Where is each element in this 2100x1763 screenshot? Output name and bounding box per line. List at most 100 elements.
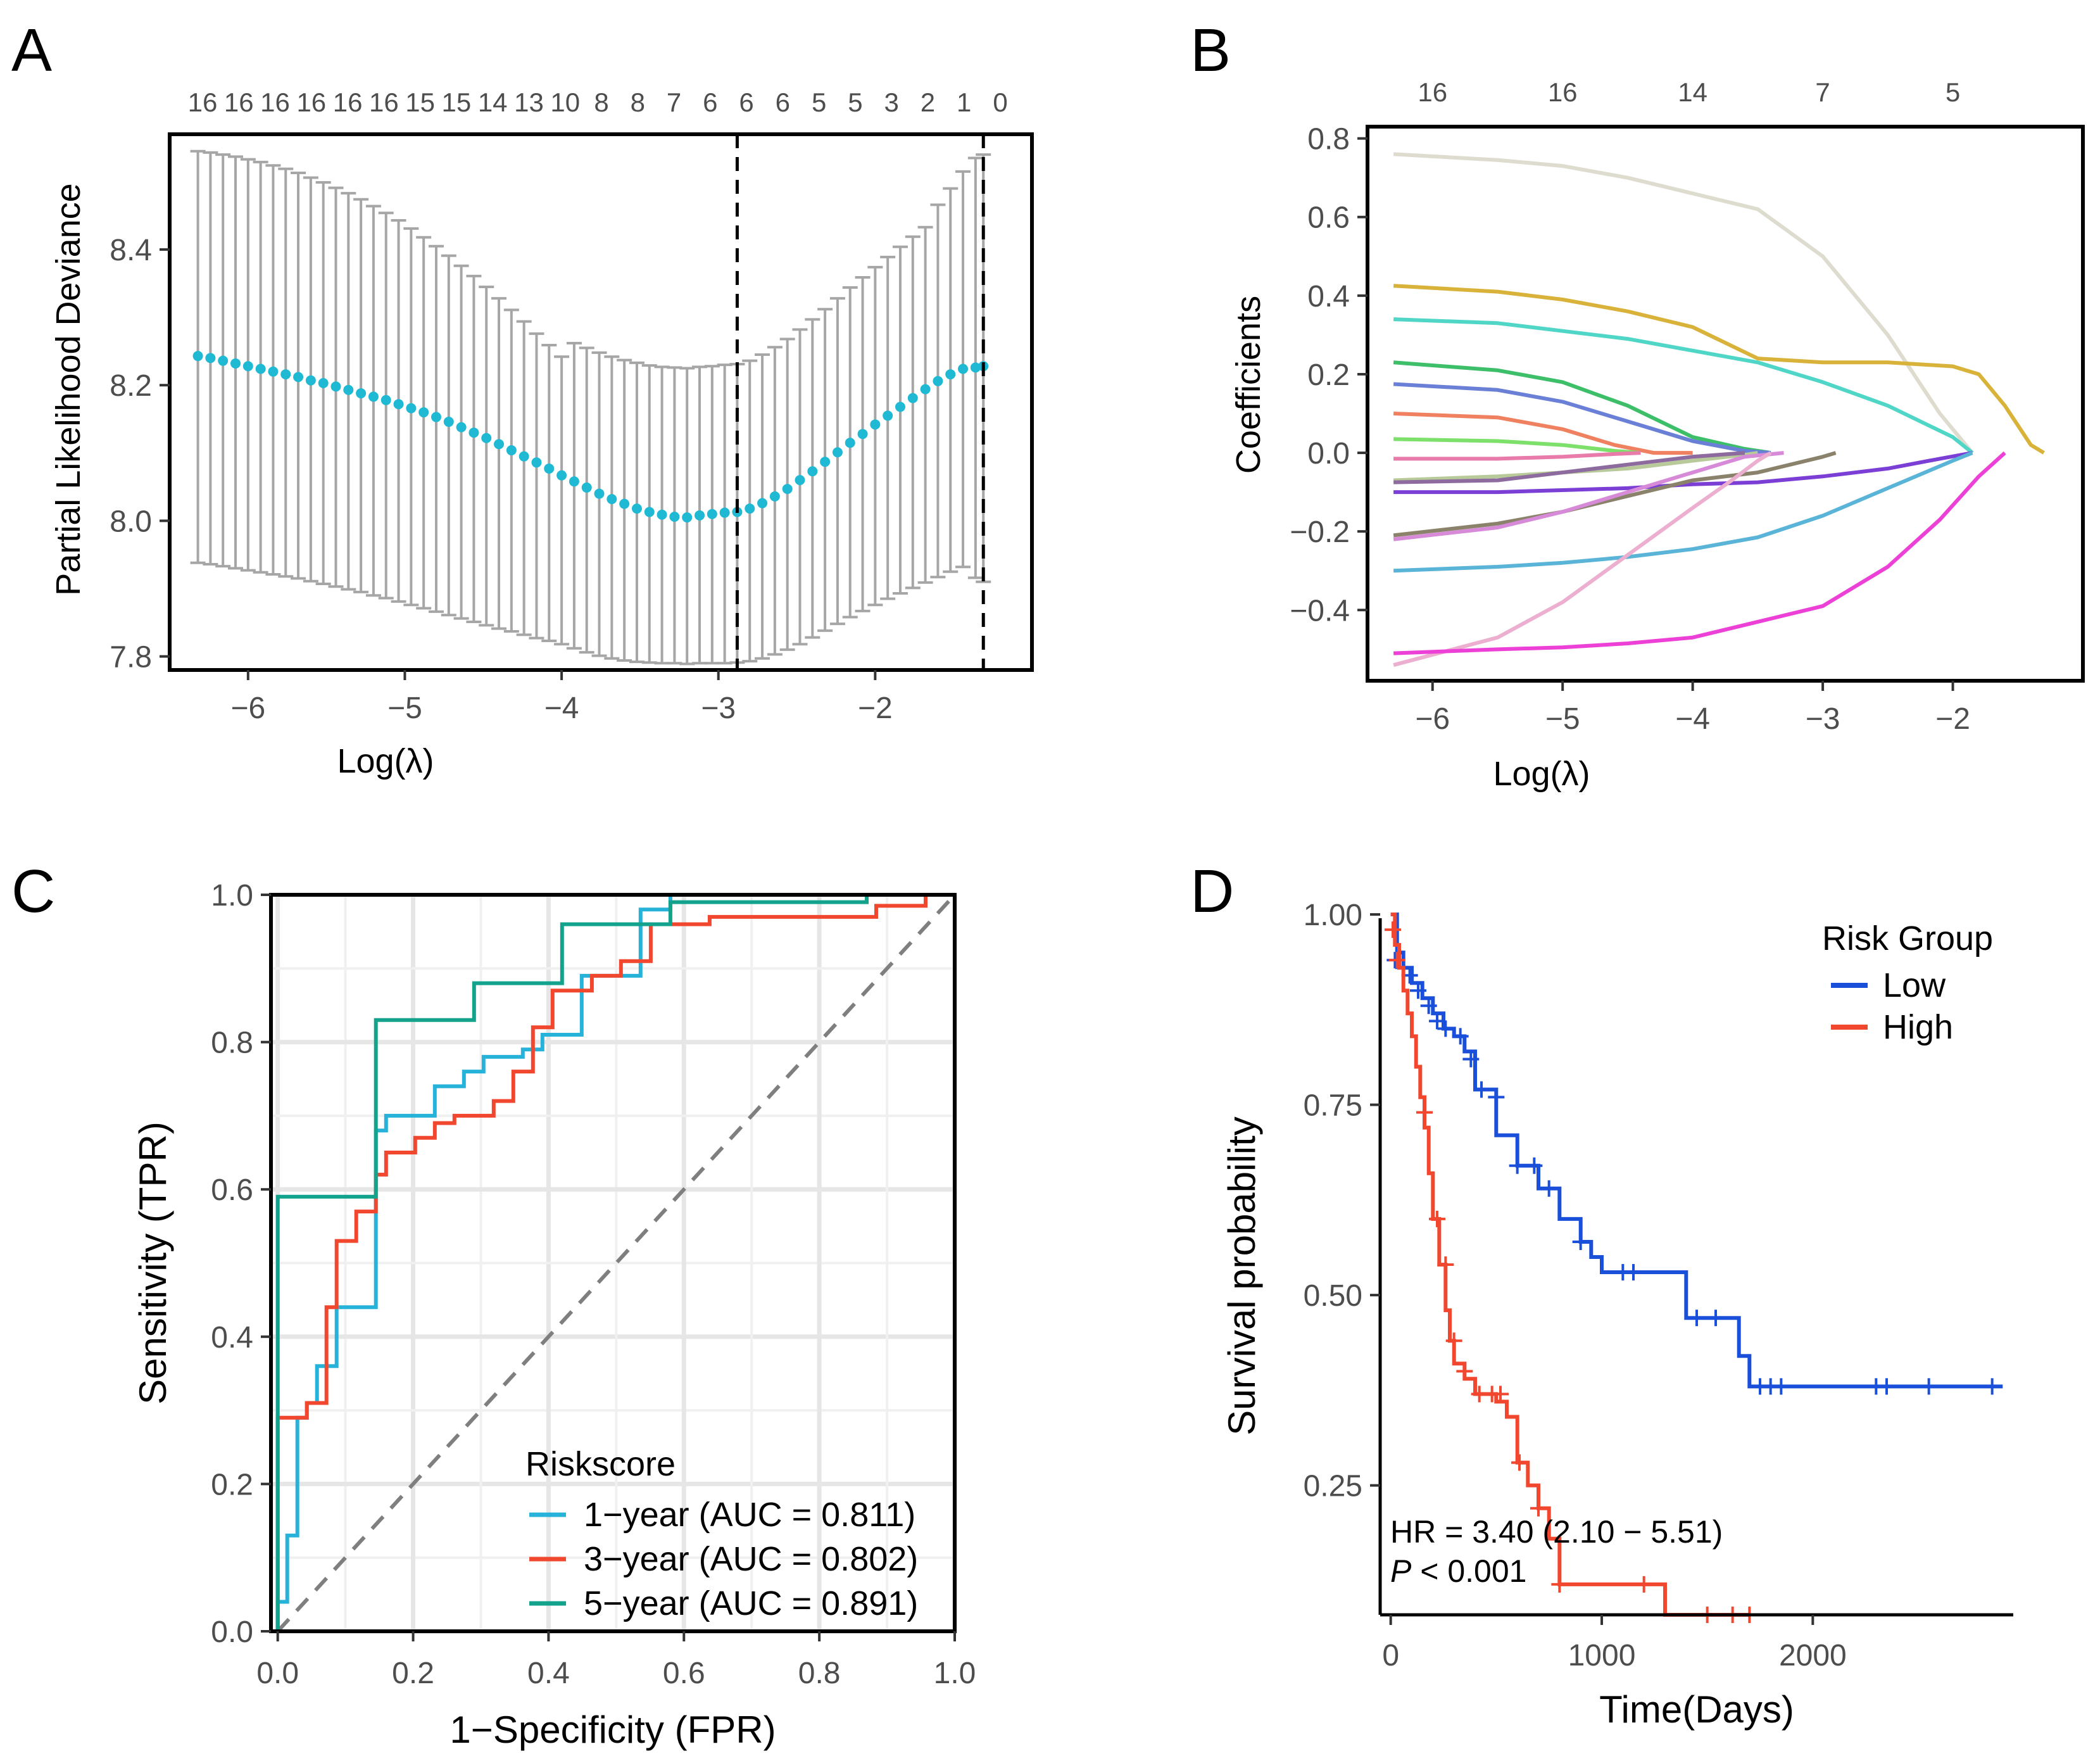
y-tick-label: 0.0 [1307, 437, 1350, 471]
legend-label-1-year: 1−year (AUC = 0.811) [584, 1496, 915, 1534]
cv-mean-point [356, 388, 367, 399]
roc-curve-5-year [275, 893, 955, 1631]
cv-mean-point [581, 482, 592, 493]
panel-label-d: D [1190, 857, 1234, 925]
cv-mean-point [380, 395, 391, 405]
x-tick-label: 0.0 [256, 1657, 299, 1690]
cv-mean-point [268, 366, 279, 377]
top-df-label: 1 [957, 87, 971, 117]
y-tick-label: 0.6 [211, 1173, 253, 1207]
cv-mean-point [418, 407, 429, 418]
x-tick-label: −4 [1675, 702, 1710, 736]
cv-mean-point [481, 433, 492, 443]
y-tick-label: 0.8 [1307, 123, 1350, 156]
x-tick-label: 0.2 [392, 1657, 434, 1690]
cv-mean-point [644, 507, 655, 517]
panel-c-x-label: 1−Specificity (FPR) [450, 1709, 776, 1751]
panel-d-x-ticks: 0 1000 2000 [1382, 1615, 1847, 1672]
legend-label-3-year: 3−year (AUC = 0.802) [584, 1540, 918, 1578]
cv-mean-point [456, 422, 467, 433]
panel-c-frame [269, 893, 957, 1633]
cv-mean-point [368, 391, 379, 402]
cv-mean-point [293, 372, 304, 382]
coefficient-path-gene16 [1393, 451, 2006, 655]
top-df-label: 16 [333, 87, 363, 117]
top-df-label: 13 [514, 87, 544, 117]
cv-mean-point [895, 401, 905, 412]
cv-mean-points [192, 351, 989, 523]
km-curve-low [1390, 913, 2003, 1389]
top-df-label: 16 [1418, 77, 1447, 107]
coefficient-path-gene15 [1393, 451, 1772, 667]
panel-b-y-ticks: −0.4 −0.2 0.0 0.2 0.4 0.6 0.8 [1290, 123, 1368, 628]
roc-curves [275, 893, 957, 1633]
top-df-label: 5 [848, 87, 862, 117]
coefficient-path-gene2 [1393, 284, 2045, 455]
x-tick-label: −4 [544, 692, 579, 725]
panel-a-x-ticks: −6 −5 −4 −3 −2 [230, 670, 893, 725]
panel-a-x-label: Log(λ) [337, 742, 434, 780]
cv-mean-point [870, 419, 881, 430]
cv-mean-point [569, 476, 579, 487]
cv-mean-point [406, 403, 417, 414]
cv-mean-point [719, 507, 730, 518]
panel-label-a: A [11, 16, 52, 84]
cv-mean-point [594, 488, 605, 499]
x-tick-label: −5 [1545, 702, 1580, 736]
top-df-label: 5 [812, 87, 826, 117]
cv-mean-point [468, 427, 479, 438]
panel-d-axes [1378, 918, 2013, 1617]
km-legend-title: Risk Group [1822, 919, 1993, 957]
x-tick-label: 1.0 [934, 1657, 976, 1690]
p-value-symbol: P [1390, 1553, 1412, 1589]
x-tick-label: 0 [1382, 1639, 1399, 1672]
coefficient-path-gene8 [1393, 451, 1641, 461]
cv-mean-point [506, 445, 517, 456]
x-tick-label: −2 [1935, 702, 1970, 736]
cv-mean-point [230, 358, 241, 369]
panel-c-y-label: Sensitivity (TPR) [132, 1122, 174, 1405]
top-df-label: 6 [776, 87, 790, 117]
top-df-label: 0 [993, 87, 1007, 117]
cv-mean-point [745, 503, 755, 514]
hazard-ratio-annotation: HR = 3.40 (2.10 − 5.51) [1390, 1514, 1723, 1550]
legend-label-high: High [1883, 1008, 1953, 1046]
panel-b-x-label: Log(λ) [1493, 755, 1590, 793]
panel-label-c: C [11, 857, 55, 925]
cv-mean-point [907, 393, 918, 403]
panel-label-b: B [1190, 16, 1231, 84]
cv-mean-point [945, 369, 956, 380]
cv-mean-point [255, 363, 266, 374]
cv-mean-point [192, 351, 203, 362]
panel-a-y-label: Partial Likelihood Deviance [49, 183, 87, 595]
cv-mean-point [205, 353, 216, 363]
top-df-label: 16 [224, 87, 254, 117]
y-tick-label: 0.0 [211, 1615, 253, 1649]
top-df-label: 7 [667, 87, 681, 117]
top-df-label: 6 [739, 87, 753, 117]
cv-mean-point [343, 384, 354, 395]
top-df-label: 15 [405, 87, 435, 117]
cv-mean-point [657, 509, 667, 520]
y-tick-label: 0.25 [1304, 1470, 1362, 1503]
x-tick-label: 0.4 [527, 1657, 570, 1690]
panel-a-top-ticks: 16 16 16 16 16 16 15 15 14 13 10 8 8 7 6 6 6 5 5 3 2 1 0 [188, 87, 1008, 117]
panel-c-x-ticks: 0.0 0.2 0.4 0.6 0.8 1.0 [256, 1631, 976, 1690]
x-tick-label: 0.8 [798, 1657, 841, 1690]
top-df-label: 16 [1548, 77, 1578, 107]
cv-mean-point [280, 369, 291, 380]
cv-mean-point [631, 503, 642, 514]
top-df-label: 15 [442, 87, 472, 117]
y-tick-label: −0.2 [1290, 515, 1350, 549]
x-tick-label: 1000 [1568, 1639, 1636, 1672]
cv-error-bars [190, 149, 991, 666]
y-tick-label: 0.4 [211, 1321, 253, 1355]
cv-mean-point [920, 384, 931, 395]
y-tick-label: 8.4 [110, 234, 152, 267]
y-tick-label: 0.4 [1307, 280, 1350, 313]
coefficient-path-gene3 [1393, 317, 1974, 455]
top-df-label: 5 [1946, 77, 1960, 107]
top-df-label: 6 [703, 87, 717, 117]
y-tick-label: −0.4 [1290, 594, 1350, 628]
cv-mean-point [556, 470, 567, 481]
